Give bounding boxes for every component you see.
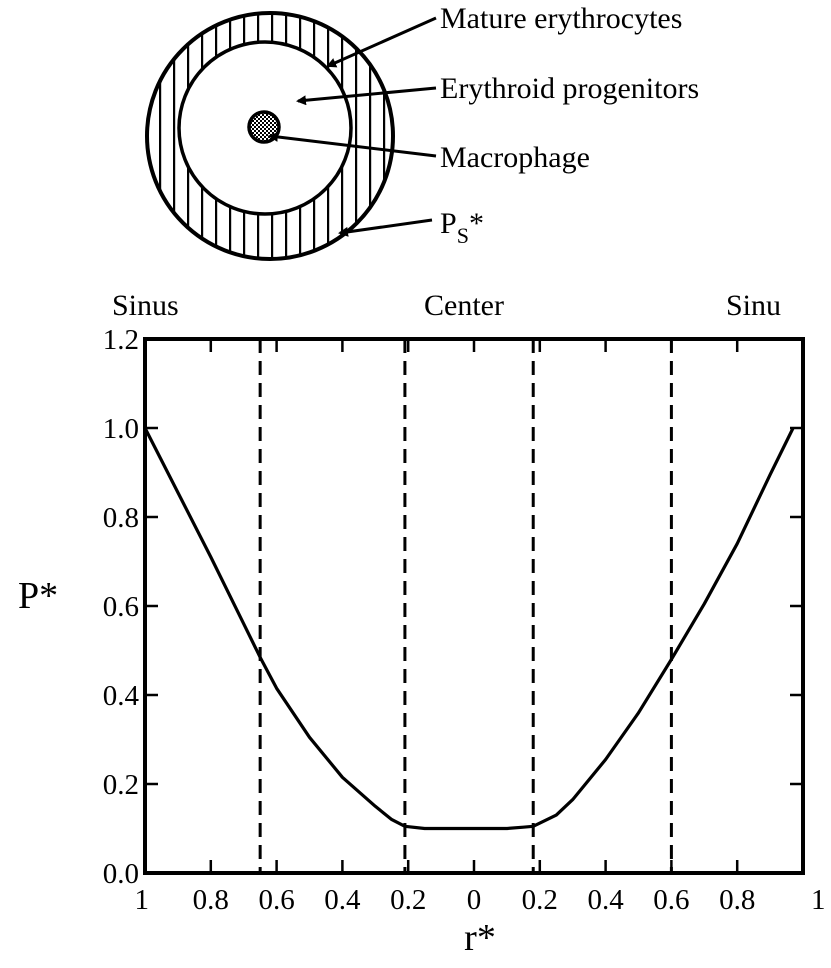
erythroblastic-island-diagram: Mature erythrocytes Erythroid progenitor…	[147, 2, 699, 259]
series-line-0	[145, 428, 793, 829]
y-tick-label-2: 0.4	[103, 680, 140, 712]
x-tick-label-9: 0.8	[719, 884, 755, 916]
label-macrophage: Macrophage	[440, 141, 590, 174]
x-tick-label-4: 0.2	[390, 884, 426, 916]
region-label-sinus-left: Sinus	[112, 289, 179, 322]
region-label-center: Center	[424, 289, 504, 322]
x-tick-label-7: 0.4	[587, 884, 624, 916]
y-axis-title: P*	[18, 575, 58, 617]
x-tick-label-2: 0.6	[258, 884, 294, 916]
label-erythroid-progenitors: Erythroid progenitors	[440, 72, 699, 105]
y-tick-label-1: 0.2	[103, 769, 139, 801]
x-tick-label-8: 0.6	[653, 884, 689, 916]
region-label-sinus-right: Sinu	[726, 289, 781, 322]
x-tick-label-10: 1	[811, 884, 826, 916]
x-tick-label-5: 0	[467, 884, 482, 916]
y-tick-label-5: 1.0	[103, 413, 139, 445]
x-tick-label-6: 0.2	[522, 884, 558, 916]
y-tick-label-6: 1.2	[103, 324, 139, 356]
y-tick-label-3: 0.6	[103, 591, 139, 623]
x-tick-label-0: 1	[135, 884, 150, 916]
ps-star: *	[469, 207, 484, 240]
x-tick-label-3: 0.4	[324, 884, 361, 916]
chart: Sinus Center Sinu 0.00.20.40.60.81.01.21…	[18, 289, 826, 959]
x-axis-title: r*	[464, 917, 496, 959]
x-tick-label-1: 0.8	[193, 884, 229, 916]
label-ps: PS*	[440, 207, 484, 248]
y-tick-label-4: 0.8	[103, 502, 139, 534]
ps-subscript: S	[457, 223, 469, 248]
ps-main: P	[440, 207, 457, 240]
label-mature-erythrocytes: Mature erythrocytes	[440, 2, 682, 35]
